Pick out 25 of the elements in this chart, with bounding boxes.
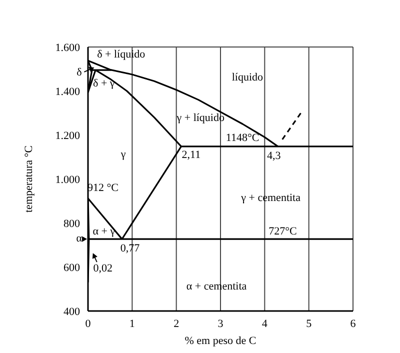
y-axis-title: temperatura °C: [22, 145, 35, 213]
annotation: 1148°C: [226, 132, 260, 144]
annotation: 2,11: [182, 148, 201, 161]
annotation: 0,02: [93, 262, 113, 275]
text: δ: [76, 66, 82, 78]
y-tick-label: 1.400: [55, 86, 80, 98]
y-tick-label: 1.200: [55, 130, 80, 142]
annotation: 727°C: [268, 226, 297, 238]
x-axis-title: % em peso de C: [184, 335, 256, 347]
annotation: 4,3: [267, 150, 282, 162]
x-tick-label: 1: [129, 318, 135, 330]
annotation: líquido: [232, 72, 264, 84]
text: α: [76, 232, 82, 245]
x-tick-label: 0: [85, 318, 92, 330]
y-tick-label: 1.600: [55, 42, 80, 54]
y-tick-label: 800: [64, 218, 80, 230]
y-tick-label: 600: [64, 262, 80, 274]
y-tick-label: 400: [64, 306, 80, 318]
y-tick-label: 1.000: [55, 174, 80, 186]
x-tick-label: 3: [218, 318, 224, 330]
annotation: γ: [120, 148, 126, 161]
x-tick-label: 6: [350, 318, 356, 330]
x-tick-label: 5: [306, 318, 312, 330]
x-tick-label: 2: [174, 318, 180, 330]
x-tick-label: 4: [262, 318, 268, 330]
